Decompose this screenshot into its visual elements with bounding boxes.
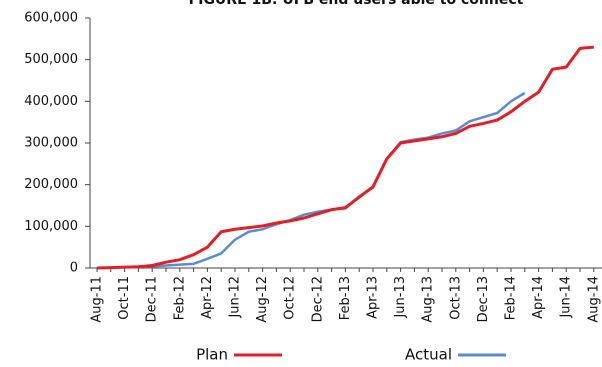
x-tick-label: Jun-12 (228, 276, 243, 319)
x-tick-label: Jun-14 (559, 276, 574, 319)
y-tick-label: 0 (70, 261, 78, 276)
x-tick-label: Oct-11 (117, 276, 132, 320)
y-tick-label: 500,000 (24, 52, 78, 67)
y-tick-label: 400,000 (24, 94, 78, 109)
series-line (96, 45, 594, 270)
x-tick-label: Apr-13 (366, 276, 381, 319)
y-tick-label: 600,000 (24, 11, 78, 26)
legend-label: Actual (405, 346, 452, 364)
y-tick-label: 200,000 (24, 177, 78, 192)
x-tick-label: Apr-12 (200, 276, 215, 319)
x-tick-label: Apr-14 (531, 276, 546, 319)
x-tick-label: Aug-14 (586, 276, 601, 323)
series-line (96, 91, 526, 270)
x-tick-label: Dec-11 (145, 276, 160, 322)
chart-title: FIGURE 1B: UFB end users able to connect (189, 0, 524, 8)
x-tick-label: Feb-12 (172, 276, 187, 320)
x-tick-label: Dec-13 (476, 276, 491, 322)
legend-label: Plan (196, 346, 228, 364)
y-tick-label: 300,000 (24, 136, 78, 151)
x-tick-label: Aug-11 (90, 276, 105, 323)
x-tick-label: Feb-13 (338, 276, 353, 320)
x-tick-label: Oct-13 (448, 276, 463, 320)
x-tick-label: Jun-13 (393, 276, 408, 319)
y-tick-label: 100,000 (24, 219, 78, 234)
x-tick-label: Aug-13 (421, 276, 436, 323)
x-tick-label: Aug-12 (255, 276, 270, 323)
x-tick-label: Dec-12 (310, 276, 325, 322)
x-tick-label: Oct-12 (283, 276, 298, 320)
x-tick-label: Feb-14 (504, 276, 519, 320)
